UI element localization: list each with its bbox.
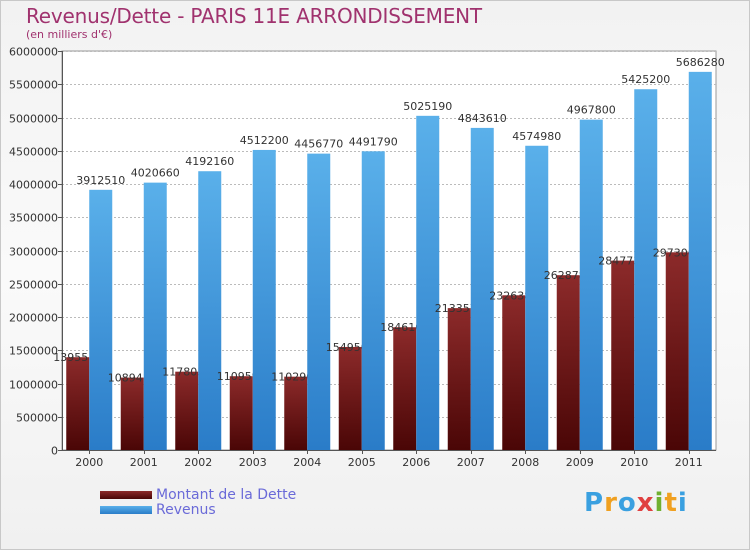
legend-label-dette: Montant de la Dette: [156, 486, 297, 503]
bar-dette: [447, 308, 471, 450]
logo-letter: r: [604, 488, 618, 518]
y-tick-label: 0: [51, 445, 58, 458]
legend-swatch-revenus: [100, 505, 152, 514]
chart-subtitle: (en milliers d'€): [26, 28, 113, 41]
bar-dette: [66, 357, 90, 450]
bar-revenus: [579, 119, 603, 450]
bar-dette: [611, 260, 635, 450]
y-tick-label: 2000000: [9, 312, 58, 325]
x-tick-label: 2002: [184, 456, 212, 469]
x-tick-label: 2004: [293, 456, 321, 469]
legend-item-dette: Montant de la Dette: [100, 486, 297, 503]
x-tick-label: 2003: [239, 456, 267, 469]
bar-dette: [665, 252, 689, 450]
x-tick-label: 2007: [457, 456, 485, 469]
x-tick-label: 2009: [566, 456, 594, 469]
data-label-revenus: 4491790: [349, 135, 398, 148]
data-label-revenus: 4574980: [512, 130, 561, 143]
x-tick-label: 2000: [75, 456, 103, 469]
legend: Montant de la Dette Revenus: [100, 486, 297, 518]
logo-letter: t: [664, 488, 678, 518]
bar-revenus: [198, 171, 222, 450]
data-label-revenus: 4967800: [567, 104, 616, 117]
x-tick-label: 2001: [130, 456, 158, 469]
y-tick-label: 1500000: [9, 345, 58, 358]
y-tick-label: 4500000: [9, 146, 58, 159]
y-tick-label: 3000000: [9, 246, 58, 259]
data-label-revenus: 4192160: [185, 155, 234, 168]
data-label-revenus: 4456770: [294, 138, 343, 151]
bar-revenus: [416, 115, 440, 451]
logo-letter: i: [677, 488, 688, 518]
data-label-revenus: 4512200: [240, 134, 289, 147]
bar-revenus: [525, 145, 549, 450]
bar-revenus: [252, 149, 276, 450]
x-tick-label: 2006: [402, 456, 430, 469]
bar-dette: [338, 346, 362, 450]
bar-dette: [120, 377, 144, 450]
y-tick-label: 3500000: [9, 212, 58, 225]
y-tick-label: 5500000: [9, 79, 58, 92]
logo-letter: P: [584, 488, 605, 518]
data-label-revenus: 5686280: [676, 56, 725, 69]
bar-revenus: [307, 153, 331, 450]
data-label-revenus: 4843610: [458, 112, 507, 125]
bar-dette: [502, 295, 526, 450]
data-label-revenus: 5025190: [403, 100, 452, 113]
data-label-revenus: 3912510: [76, 174, 125, 187]
bar-dette: [284, 376, 308, 450]
y-tick-label: 5000000: [9, 113, 58, 126]
plot-area: [61, 50, 717, 451]
bar-dette: [229, 376, 253, 450]
y-tick-label: 1000000: [9, 379, 58, 392]
bar-revenus: [361, 151, 385, 450]
legend-label-revenus: Revenus: [156, 501, 216, 518]
logo-letter: i: [654, 488, 665, 518]
bar-revenus: [688, 71, 712, 451]
legend-item-revenus: Revenus: [100, 501, 296, 518]
logo-letter: x: [636, 488, 655, 518]
x-tick-label: 2005: [348, 456, 376, 469]
y-tick-label: 2500000: [9, 279, 58, 292]
y-tick-label: 500000: [16, 412, 58, 425]
data-label-revenus: 5425200: [621, 73, 670, 86]
data-label-revenus: 4020660: [131, 167, 180, 180]
x-tick-label: 2008: [511, 456, 539, 469]
bar-revenus: [143, 182, 167, 451]
chart-title: Revenus/Dette - PARIS 11E ARRONDISSEMENT: [26, 4, 482, 28]
y-tick-label: 4000000: [9, 179, 58, 192]
x-tick-label: 2011: [675, 456, 703, 469]
bar-dette: [393, 327, 417, 450]
bar-dette: [556, 275, 580, 450]
legend-swatch-dette: [100, 490, 152, 499]
bar-revenus: [470, 127, 494, 450]
x-tick-label: 2010: [620, 456, 648, 469]
logo-letter: o: [617, 488, 637, 518]
proxiti-logo: Proxiti: [584, 488, 688, 518]
y-tick-label: 6000000: [9, 46, 58, 59]
bar-revenus: [634, 89, 658, 451]
bar-dette: [175, 371, 199, 450]
bar-revenus: [89, 189, 113, 450]
